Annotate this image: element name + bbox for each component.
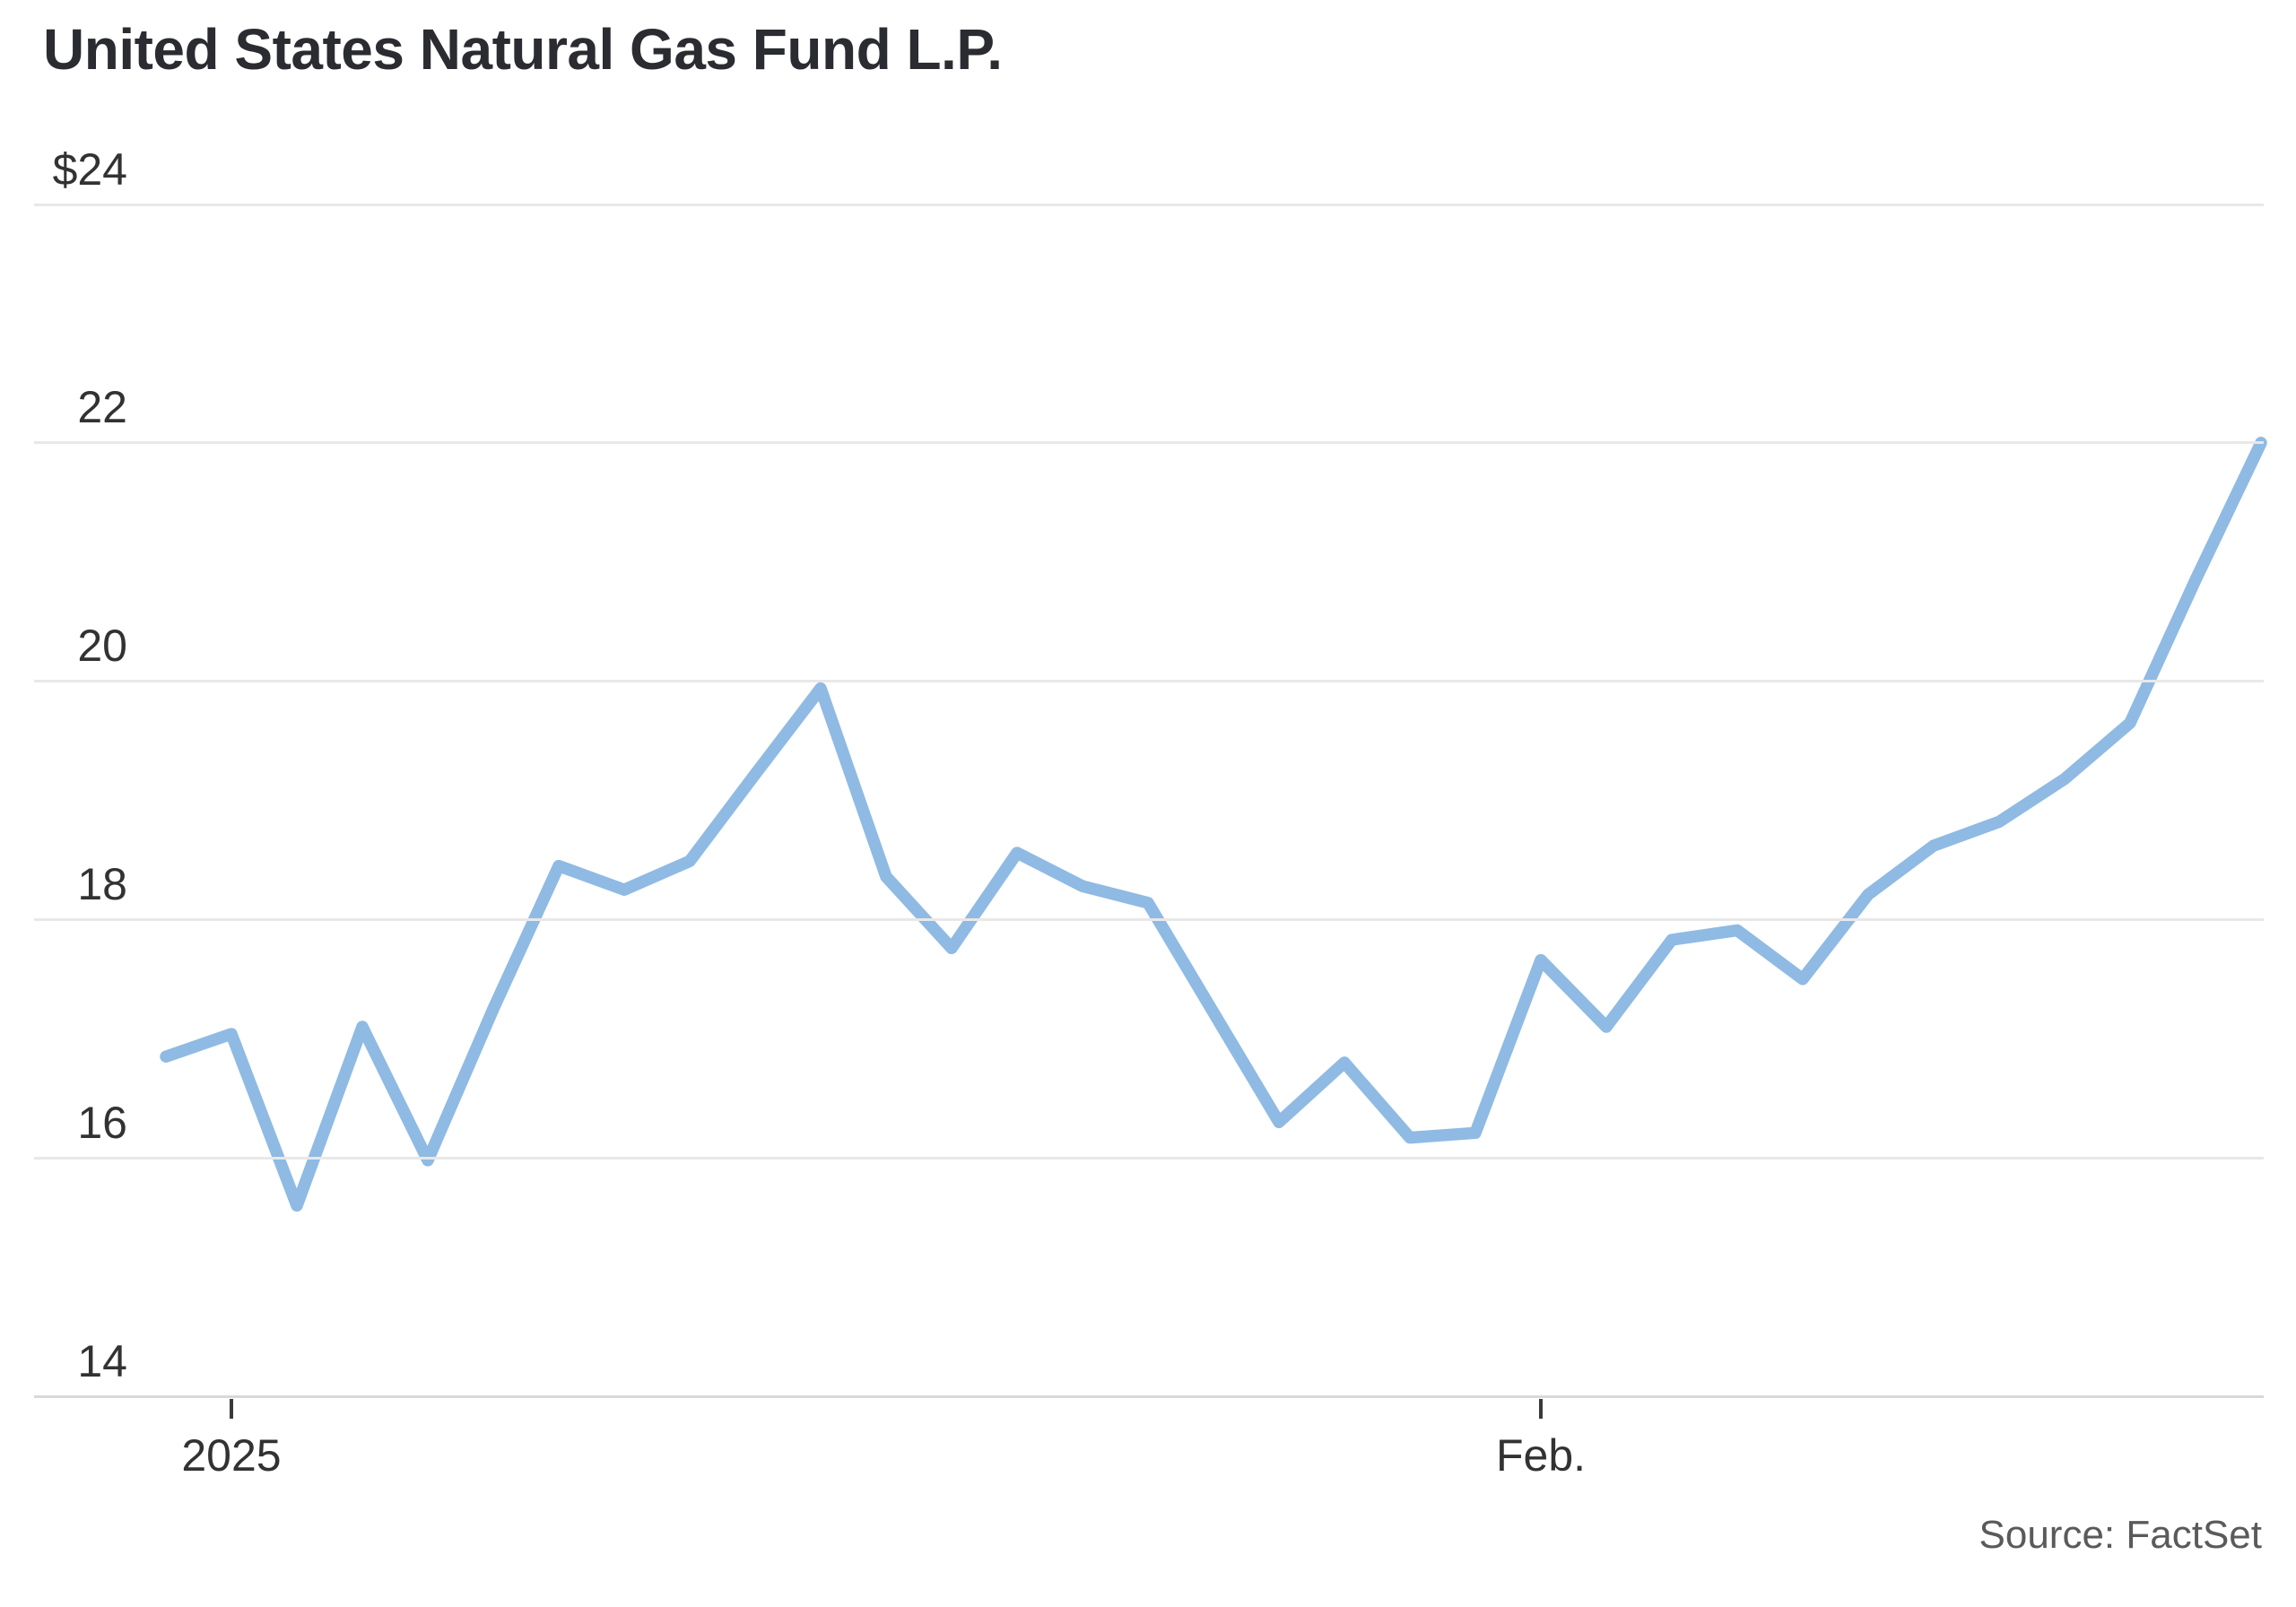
gridline [34, 441, 2264, 445]
y-axis-label: 20 [77, 621, 127, 672]
x-axis-label: Feb. [1495, 1430, 1587, 1481]
y-axis-label: $24 [52, 143, 127, 195]
x-axis-line [34, 1394, 2264, 1398]
y-axis-label: 16 [77, 1097, 127, 1148]
x-axis-label: 2025 [181, 1430, 282, 1481]
gridline [34, 917, 2264, 921]
gridline [34, 1156, 2264, 1160]
gridline [34, 203, 2264, 206]
x-axis-tick [230, 1399, 233, 1419]
source-credit: Source: FactSet [1979, 1513, 2262, 1557]
chart-title: United States Natural Gas Fund L.P. [43, 17, 1003, 82]
gridline [34, 680, 2264, 683]
price-line [160, 437, 2267, 1212]
y-axis-label: 14 [77, 1335, 127, 1386]
x-axis-tick [1539, 1399, 1543, 1419]
y-axis-label: 22 [77, 382, 127, 433]
y-axis-label: 18 [77, 858, 127, 909]
